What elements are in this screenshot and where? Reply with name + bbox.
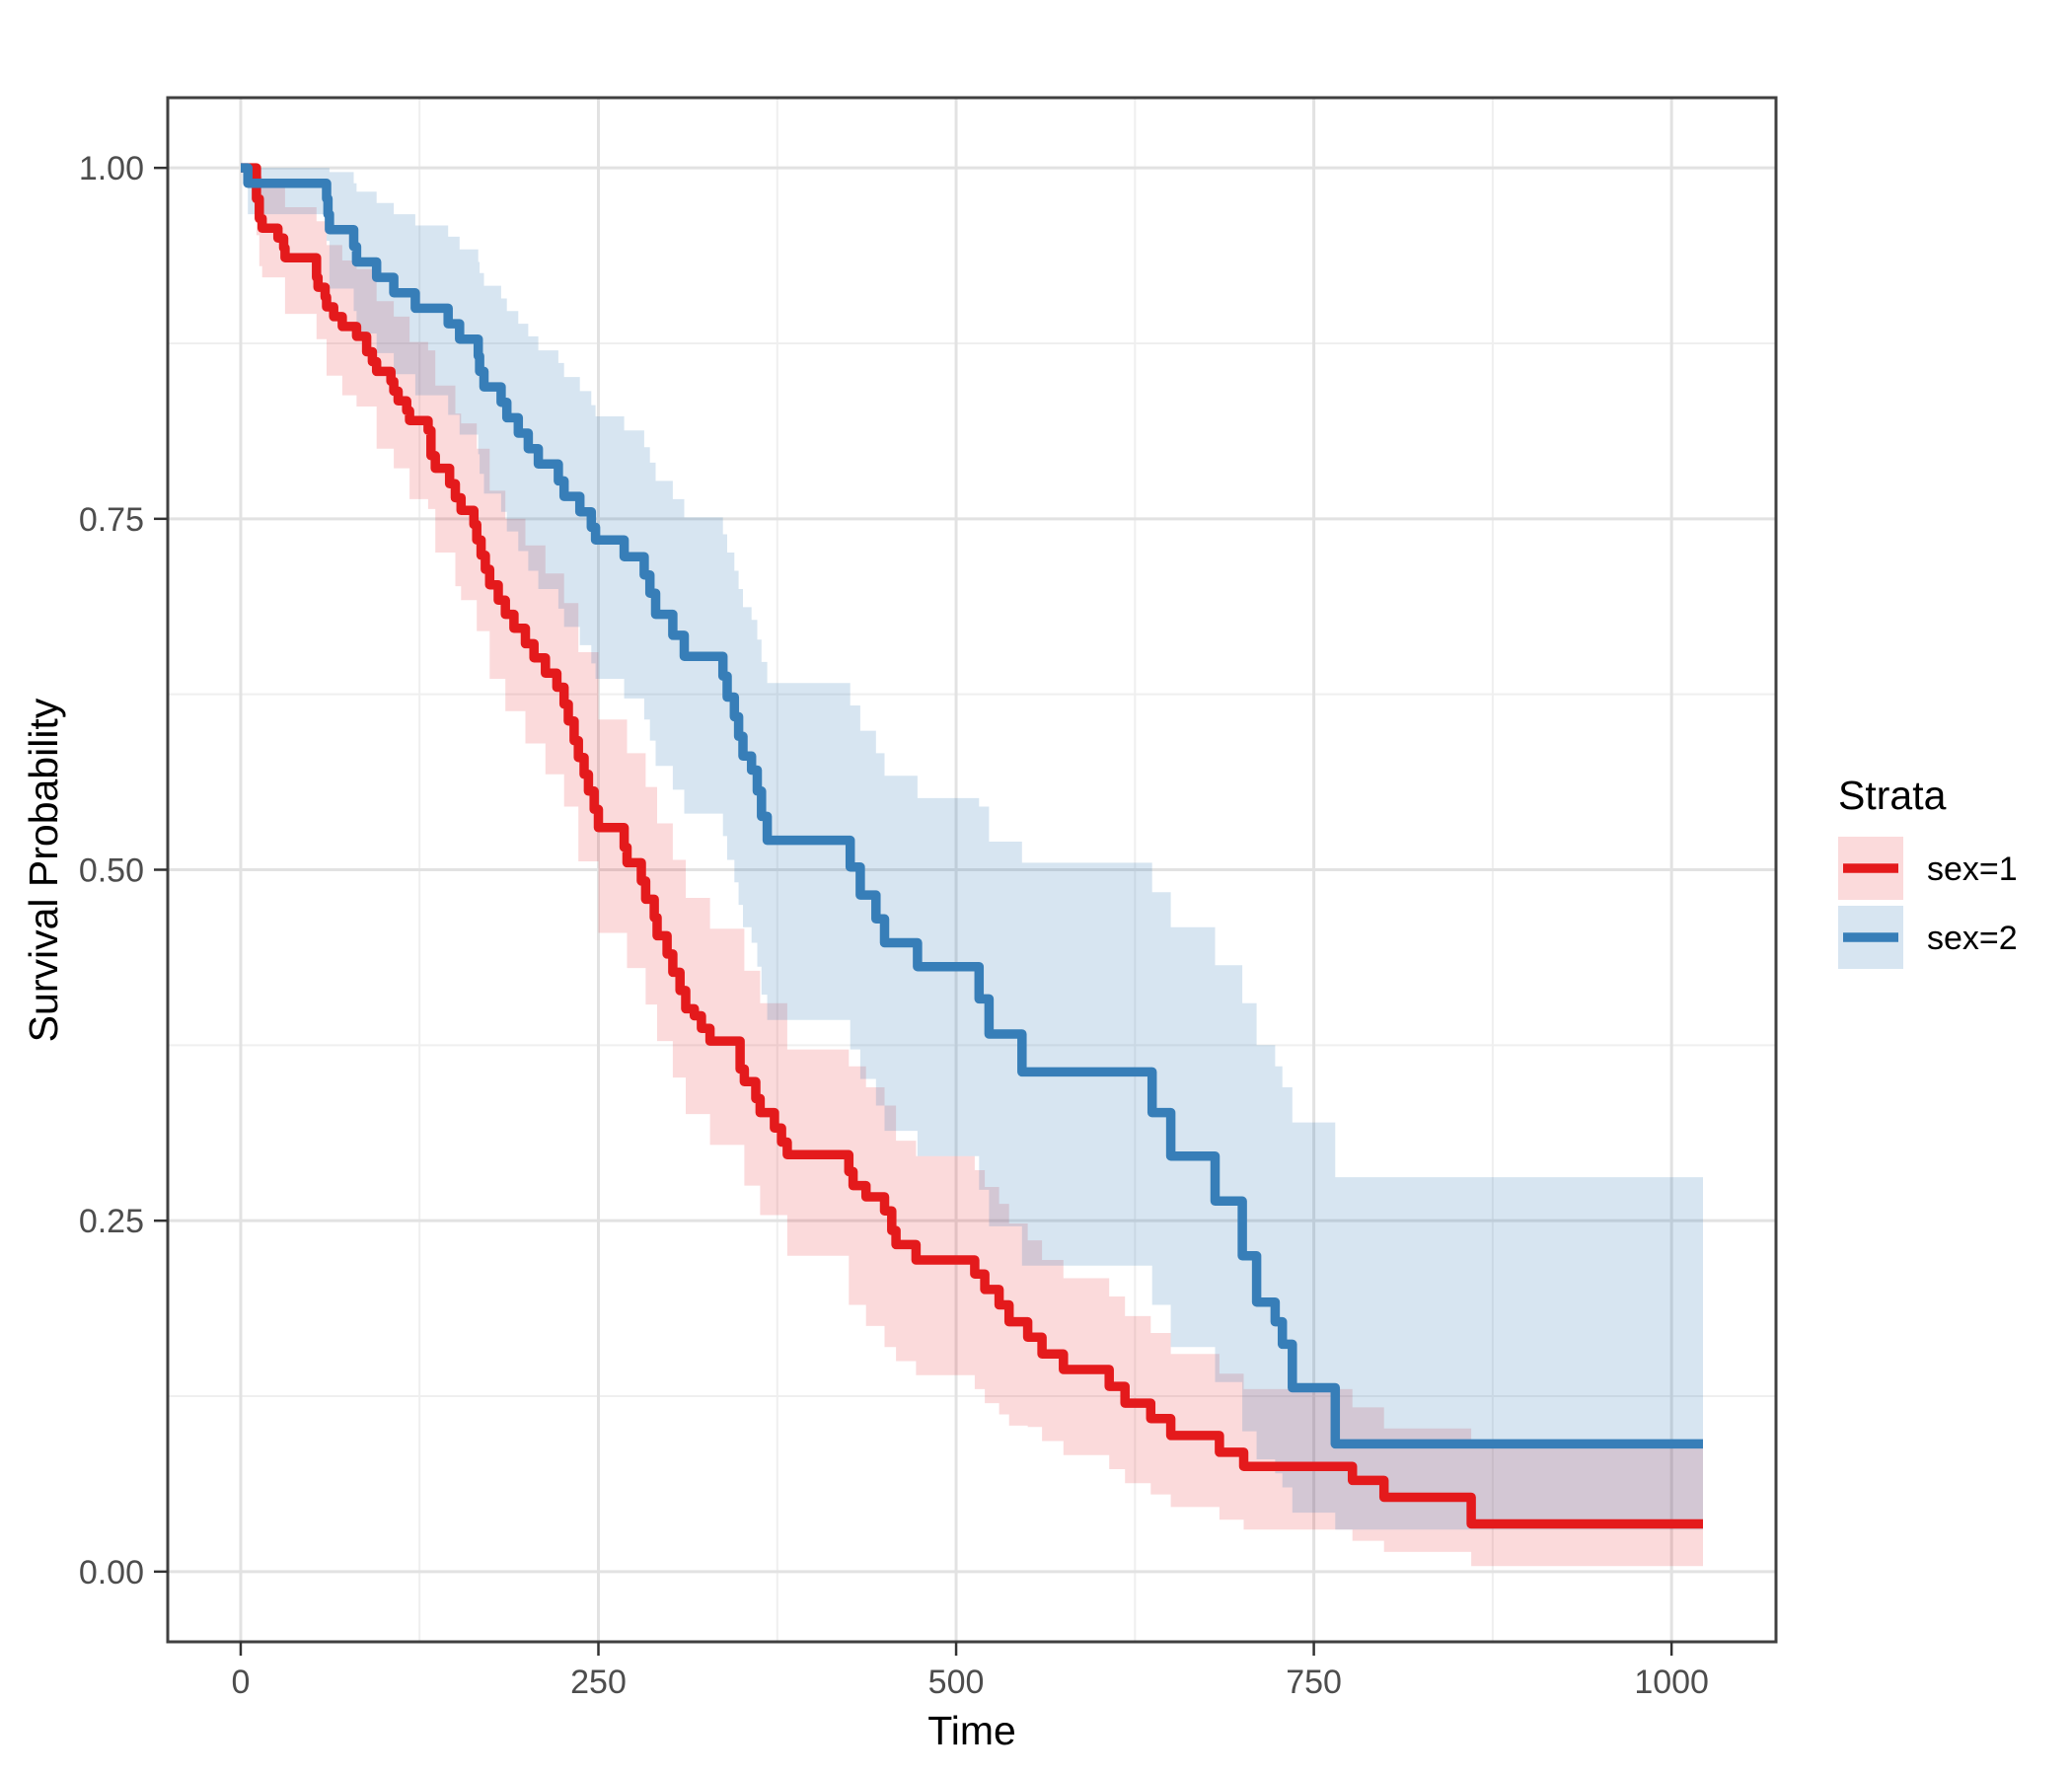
confidence-band-sex1 [241, 168, 1703, 1567]
legend-label-sex2: sex=2 [1927, 920, 2018, 957]
legend-entry-sex1: sex=1 [1838, 837, 2018, 900]
y-tick-label: 1.00 [79, 150, 144, 187]
legend-entry-sex2: sex=2 [1838, 906, 2018, 969]
x-tick-label: 1000 [1634, 1664, 1709, 1701]
legend-title: Strata [1838, 773, 1947, 818]
x-tick-label: 0 [231, 1664, 250, 1701]
y-tick-label: 0.75 [79, 501, 144, 539]
grid-major-lines [168, 98, 1776, 1642]
survival-curve-sex1 [241, 163, 1703, 1529]
confidence-bands [241, 168, 1703, 1567]
y-axis-title: Survival Probability [21, 698, 66, 1042]
y-tick-label: 0.00 [79, 1554, 144, 1591]
x-axis-title: Time [927, 1708, 1016, 1753]
x-axis: 0 250 500 750 1000 [231, 1642, 1709, 1701]
y-tick-label: 0.50 [79, 852, 144, 890]
confidence-band-sex2 [241, 168, 1703, 1530]
x-tick-label: 250 [570, 1664, 627, 1701]
x-tick-label: 750 [1286, 1664, 1342, 1701]
legend: Strata sex=1 sex=2 [1838, 773, 2018, 969]
legend-label-sex1: sex=1 [1927, 851, 2018, 888]
y-axis: 0.00 0.25 0.50 0.75 1.00 [79, 150, 168, 1591]
y-tick-label: 0.25 [79, 1203, 144, 1240]
x-tick-label: 500 [928, 1664, 985, 1701]
survival-curve-sex2 [241, 163, 1703, 1449]
survival-curves [241, 163, 1703, 1529]
